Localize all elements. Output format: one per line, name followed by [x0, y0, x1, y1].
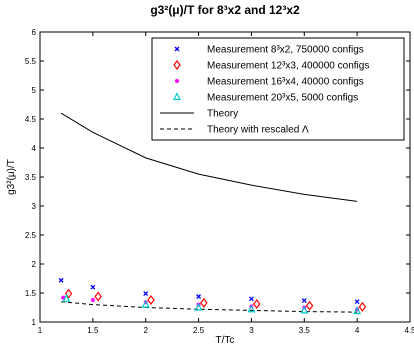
data-point [300, 305, 309, 314]
theory-curves [60, 112, 358, 313]
data-point [58, 277, 64, 283]
legend-marker-swatch [173, 60, 181, 70]
legend-entry-label: Measurement 16³x4, 40000 configs [207, 77, 364, 88]
legend: Measurement 8³x2, 750000 configs Measurem… [151, 37, 405, 141]
data-point [62, 293, 71, 302]
data-point [147, 294, 155, 305]
data-point [353, 306, 362, 315]
y-tick-label: 4.5 [25, 115, 37, 124]
y-tick-label: 5 [32, 86, 37, 95]
data-point [248, 296, 254, 302]
data-point [358, 301, 367, 312]
y-tick-label: 4 [32, 144, 37, 153]
data-point [247, 304, 256, 313]
theory-line [60, 112, 358, 202]
y-tick-label: 3.5 [25, 173, 37, 182]
legend-entry-label: Measurement 8³x2, 750000 configs [207, 45, 364, 56]
x-tick-label: 3.5 [299, 326, 311, 335]
x-tick-label: 1 [38, 326, 43, 335]
x-tick-label: 2.5 [193, 326, 205, 335]
x-tick-label: 3 [249, 326, 254, 335]
x-tick-label: 2 [143, 326, 148, 335]
y-tick-label: 1.5 [25, 289, 37, 298]
data-point [141, 299, 150, 308]
data-point [305, 300, 314, 311]
data-point [64, 288, 73, 299]
data-point [301, 298, 307, 303]
legend-marker-swatch [175, 79, 179, 83]
y-tick-label: 6 [32, 28, 37, 37]
theory-rescaled-line [61, 301, 358, 313]
x-axis-label: T/Tc [216, 335, 235, 346]
y-tick-label: 2.5 [25, 231, 37, 240]
y-tick-label: 3 [32, 202, 37, 211]
data-point [252, 299, 261, 310]
y-axis-label: g3²(μ)/T [6, 159, 17, 195]
data-point [94, 291, 102, 302]
data-point [354, 299, 360, 305]
data-point [143, 291, 149, 297]
legend-marker-swatch [174, 46, 180, 52]
data-points [58, 277, 367, 315]
axis-ticks: 1 1.5 2 2.5 3 3.5 4 4.5 1 1.5 2 2.5 3 3.5 4 4.5 5 5.5 6 [25, 28, 414, 335]
legend-entry-label: Theory with rescaled Λ [207, 125, 309, 136]
x-tick-label: 1.5 [87, 326, 99, 335]
y-tick-label: 5.5 [25, 57, 37, 66]
data-point [194, 302, 203, 311]
legend-entry-label: Measurement 12³x3, 400000 configs [207, 61, 369, 72]
data-point [196, 294, 202, 299]
legend-box [151, 37, 405, 141]
data-point [90, 297, 95, 302]
chart-title: g3²(μ)/T for 8³x2 and 12³x2 [150, 3, 300, 17]
legend-entry-label: Theory [207, 109, 238, 120]
data-point [90, 284, 96, 290]
data-point [200, 297, 208, 308]
y-tick-label: 2 [32, 260, 37, 269]
x-tick-label: 4 [355, 326, 360, 335]
y-tick-label: 1 [32, 318, 37, 327]
legend-marker-swatch [173, 92, 181, 101]
x-tick-label: 4.5 [404, 326, 414, 335]
legend-entry-label: Measurement 20³x5, 5000 configs [207, 93, 358, 104]
